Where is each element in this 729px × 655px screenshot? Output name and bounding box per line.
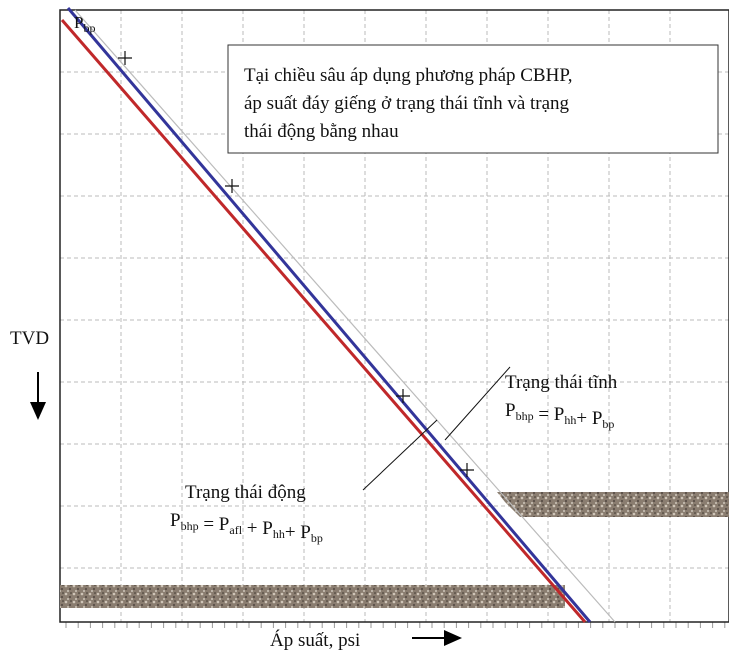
formula-subscript: bp	[602, 417, 614, 431]
formula-text: P	[505, 400, 516, 421]
diagram: Tại chiều sâu áp dụng phương pháp CBHP, …	[0, 0, 729, 655]
y-axis-label: TVD	[10, 328, 49, 349]
static-formula: Pbhp = Phh+ Pbp	[505, 400, 614, 431]
formula-subscript: bhp	[516, 409, 534, 423]
pointer	[445, 367, 510, 440]
formula-subscript: afl	[229, 523, 242, 537]
formula-subscript: bp	[311, 531, 323, 545]
top-label: Pbp	[74, 13, 95, 35]
note-line: thái động bằng nhau	[244, 121, 399, 142]
formula-text: P	[74, 13, 83, 32]
note-line: Tại chiều sâu áp dụng phương pháp CBHP,	[244, 65, 573, 86]
formula-subscript: hh	[564, 413, 576, 427]
formula-text: + P	[242, 518, 273, 539]
formation-band	[497, 492, 729, 517]
formula-text: = P	[199, 514, 230, 535]
note-line: áp suất đáy giếng ở trạng thái tĩnh và t…	[244, 93, 570, 114]
formation-band	[60, 585, 565, 608]
x-axis-label: Áp suất, psi	[270, 629, 360, 651]
static-label: Trạng thái tĩnh	[505, 372, 618, 393]
formula-subscript: hh	[273, 527, 285, 541]
dynamic-formula: Pbhp = Pafl + Phh+ Pbp	[170, 510, 323, 545]
formula-text: + P	[576, 408, 602, 429]
formula-subscript: bp	[83, 21, 95, 35]
formula-text: P	[170, 510, 181, 531]
formula-text: + P	[285, 522, 311, 543]
formula-subscript: bhp	[181, 519, 199, 533]
dynamic-label: Trạng thái động	[185, 482, 306, 503]
formula-text: = P	[534, 404, 565, 425]
